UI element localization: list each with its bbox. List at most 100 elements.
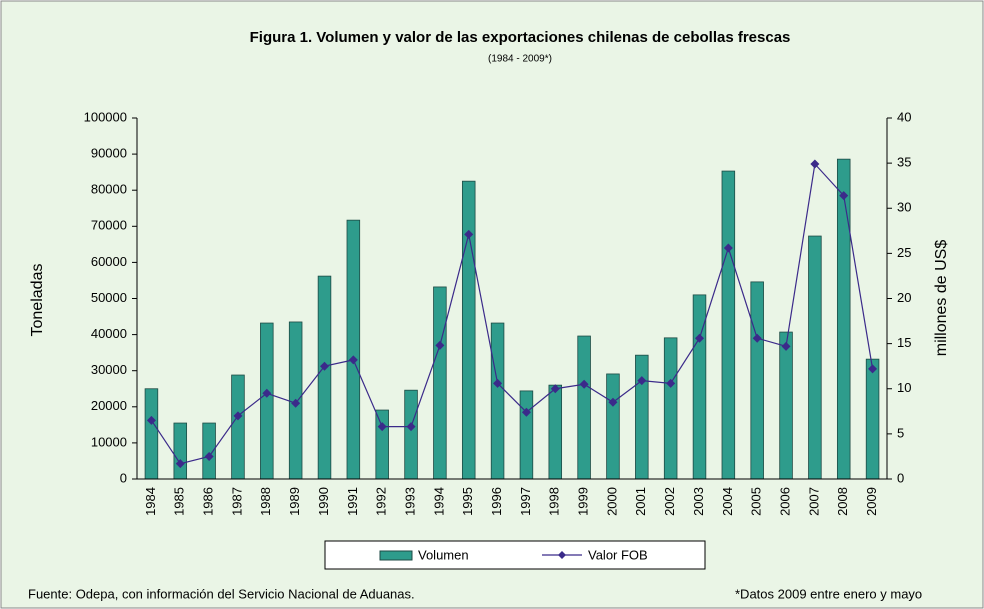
x-tick-label: 1996 (489, 487, 504, 516)
y2-tick-label: 15 (897, 335, 911, 350)
bar (577, 335, 591, 480)
x-tick-label: 1993 (402, 487, 417, 516)
x-tick-label: 1984 (143, 487, 158, 516)
line-marker (377, 422, 387, 432)
x-tick-label: 1999 (576, 487, 591, 516)
x-tick-label: 1998 (547, 487, 562, 516)
y2-tick-label: 35 (897, 155, 911, 170)
bar (663, 337, 678, 480)
x-tick-label: 2001 (633, 487, 648, 516)
legend-swatch (379, 550, 413, 561)
bar (346, 219, 361, 480)
y-tick-label: 0 (120, 470, 127, 485)
y2-tick-label: 5 (897, 425, 904, 440)
x-tick-label: 2009 (864, 487, 879, 516)
x-tick-label: 2006 (777, 487, 792, 516)
bar (635, 354, 649, 480)
bar (317, 275, 332, 480)
bar (433, 286, 447, 480)
bar (721, 170, 736, 480)
bar (836, 158, 851, 480)
bar (519, 390, 534, 480)
bar (375, 409, 389, 480)
line-marker (348, 355, 358, 365)
x-tick-label: 1997 (518, 487, 533, 516)
bar (865, 358, 880, 480)
bar (260, 322, 274, 480)
x-tick-label: 1987 (229, 487, 244, 516)
chart-title: Figura 1. Volumen y valor de las exporta… (250, 29, 791, 46)
line-marker (637, 376, 647, 386)
x-tick-label: 2000 (604, 487, 619, 516)
y-tick-label: 100000 (84, 109, 127, 124)
line-marker (406, 422, 416, 432)
legend-label: Volumen (418, 547, 469, 562)
line-marker (579, 379, 589, 389)
line-marker (839, 191, 849, 201)
line-marker (320, 361, 329, 371)
line-marker (204, 451, 214, 461)
x-tick-label: 1990 (316, 487, 331, 516)
line-marker (550, 384, 560, 394)
y2-tick-label: 25 (897, 245, 911, 260)
legend-marker (558, 551, 566, 559)
y-tick-label: 10000 (91, 434, 127, 449)
y-tick-label: 90000 (91, 146, 127, 161)
x-tick-label: 1986 (201, 487, 216, 516)
y-tick-label: 80000 (91, 182, 127, 197)
y2-tick-label: 10 (897, 380, 911, 395)
y2-tick-label: 20 (897, 290, 911, 305)
source-note: Fuente: Odepa, con información del Servi… (28, 586, 415, 601)
x-tick-label: 1988 (258, 487, 273, 516)
bar (490, 322, 505, 480)
line-marker (723, 243, 733, 253)
footnote: *Datos 2009 entre enero y mayo (735, 586, 922, 601)
bar (231, 374, 245, 480)
bar (606, 373, 620, 480)
bar (779, 331, 793, 480)
bar (808, 235, 822, 480)
x-tick-label: 1985 (172, 487, 187, 516)
y-tick-label: 20000 (91, 398, 127, 413)
line-marker (464, 229, 474, 239)
line-marker (493, 378, 503, 388)
line-marker (146, 415, 156, 425)
legend-label: Valor FOB (588, 547, 648, 562)
bar (461, 180, 476, 480)
y-tick-label: 60000 (91, 254, 127, 269)
line-marker (752, 333, 762, 343)
line-marker (666, 378, 676, 388)
x-tick-label: 1989 (287, 487, 302, 516)
line-marker (608, 397, 618, 407)
y2-tick-label: 30 (897, 200, 911, 215)
x-tick-label: 1991 (345, 487, 360, 516)
x-tick-label: 1992 (374, 487, 389, 516)
y2-axis-label: millones de US$ (933, 240, 950, 357)
y-tick-label: 30000 (91, 362, 127, 377)
line-marker (695, 333, 704, 343)
y-tick-label: 50000 (91, 290, 127, 305)
line-marker (781, 341, 791, 351)
line-marker (810, 159, 820, 169)
line-marker (233, 411, 243, 421)
line-marker (175, 459, 185, 469)
y-tick-label: 40000 (91, 326, 127, 341)
line-marker (291, 398, 301, 408)
x-tick-label: 2007 (806, 487, 821, 516)
line-marker (435, 340, 445, 350)
x-tick-label: 2005 (749, 487, 764, 516)
line-marker (868, 364, 878, 374)
x-tick-label: 2008 (835, 487, 850, 516)
bar (750, 281, 764, 480)
bar (144, 388, 159, 480)
bar (404, 389, 418, 480)
x-tick-label: 2004 (720, 487, 735, 516)
bar (548, 384, 563, 480)
line (150, 162, 874, 465)
y2-tick-label: 40 (897, 109, 911, 124)
x-tick-label: 2002 (662, 487, 677, 516)
bar (173, 422, 188, 480)
line-marker (262, 388, 272, 398)
